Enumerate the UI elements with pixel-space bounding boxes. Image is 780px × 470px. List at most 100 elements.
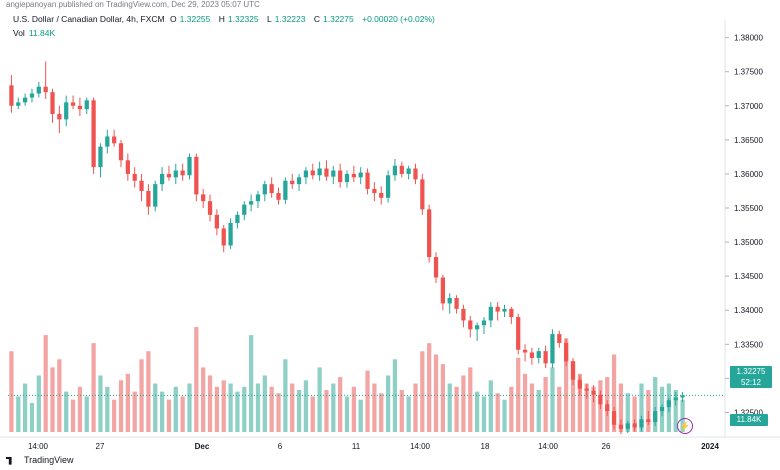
volume-bar	[43, 335, 48, 432]
x-tick-label: 26	[602, 442, 611, 451]
volume-bar	[420, 351, 425, 432]
candle-body	[166, 173, 172, 178]
candle-body	[105, 136, 110, 147]
candle-body	[9, 85, 14, 106]
candle-body	[84, 100, 89, 110]
volume-bar	[276, 393, 281, 432]
candle-body	[310, 170, 315, 176]
tradingview-logo-icon	[6, 456, 12, 465]
volume-bar	[536, 390, 541, 432]
x-tick-label: 14:00	[538, 442, 559, 451]
volume-bar	[98, 375, 103, 432]
volume-bar	[365, 370, 370, 432]
candle-body	[557, 334, 562, 343]
ohlc-open: O 1.32255	[170, 14, 211, 24]
volume-bar	[557, 386, 562, 432]
volume-bar	[36, 375, 41, 432]
y-tick-label: 1.35500	[734, 204, 763, 213]
y-tick-label: 1.36000	[734, 170, 763, 179]
volume-bar	[495, 393, 500, 432]
candle-body	[653, 411, 658, 423]
x-tick-label: 18	[481, 442, 490, 451]
candle-body	[516, 317, 521, 350]
volume-bar	[242, 386, 247, 432]
candle-body	[433, 257, 439, 278]
volume-bar	[235, 391, 240, 432]
volume-bar	[303, 380, 309, 432]
candle-body	[639, 419, 644, 428]
candle-body	[584, 388, 589, 391]
volume-bar	[221, 380, 226, 432]
volume-badge: 11.84K	[730, 414, 768, 426]
y-tick-label: 1.37500	[734, 68, 763, 77]
candle-body	[474, 325, 480, 330]
candle-body	[379, 193, 384, 198]
volume-bar	[70, 399, 76, 432]
candle-body	[502, 308, 507, 312]
candle-body	[440, 277, 446, 304]
candle-body	[413, 168, 418, 180]
candle-body	[303, 170, 309, 178]
ohlc-change: +0.00020 (+0.02%)	[362, 14, 435, 24]
candle-body	[77, 105, 83, 110]
volume-bar	[91, 343, 96, 432]
volume-bar	[146, 351, 151, 432]
volume-bar	[399, 390, 404, 432]
candle-body	[283, 180, 288, 200]
volume-bar	[611, 354, 617, 432]
candle-body	[221, 228, 226, 246]
y-tick-label: 1.34000	[734, 306, 763, 315]
ohlc-low: L 1.32223	[267, 14, 306, 24]
volume-bar	[379, 393, 384, 432]
lightning-icon[interactable]: ⚡	[677, 418, 693, 434]
candle-body	[201, 194, 206, 202]
volume-bar	[166, 399, 172, 432]
volume-label: Vol	[13, 28, 25, 38]
candle-body	[536, 351, 541, 358]
volume-bar	[618, 383, 624, 432]
candle-body	[365, 172, 370, 189]
volume-bar	[77, 386, 83, 432]
candle-body	[276, 193, 281, 200]
candle-body	[673, 397, 678, 401]
candle-body	[255, 194, 261, 202]
volume-bar	[201, 367, 206, 432]
candle-body	[618, 424, 624, 429]
candle-body	[70, 102, 76, 106]
candle-body	[57, 113, 62, 120]
volume-bar	[454, 386, 459, 432]
volume-bar	[577, 373, 582, 432]
candle-body	[522, 349, 528, 353]
bar-countdown: 52:12	[740, 378, 762, 387]
volume-bar	[680, 399, 685, 432]
candle-body	[317, 168, 322, 176]
candle-body	[598, 394, 603, 405]
candle-body	[488, 306, 493, 321]
last-price-badge: 1.32275 52:12	[730, 366, 772, 388]
symbol-title[interactable]: U.S. Dollar / Canadian Dollar, 4h, FXCM	[13, 14, 165, 24]
candle-body	[139, 180, 144, 191]
candle-body	[392, 165, 398, 176]
volume-bar	[516, 357, 521, 432]
candle-body	[296, 177, 302, 185]
volume-bar	[214, 386, 220, 432]
candle-body	[529, 352, 535, 358]
y-tick-label: 1.36500	[734, 136, 763, 145]
y-tick-label: 1.33500	[734, 340, 763, 349]
volume-bar	[570, 360, 576, 432]
volume-bar	[50, 367, 55, 432]
candle-body	[228, 223, 233, 246]
volume-bar	[481, 396, 487, 432]
y-tick-label: 1.38000	[734, 34, 763, 43]
volume-bar	[324, 390, 329, 432]
candle-body	[591, 390, 596, 395]
candle-body	[324, 168, 329, 177]
volume-bar	[194, 327, 199, 432]
candle-body	[194, 156, 199, 195]
candle-body	[399, 165, 404, 174]
volume-bar	[440, 364, 446, 432]
y-tick-label: 1.35000	[734, 238, 763, 247]
candle-body	[248, 201, 254, 205]
volume-bar	[159, 391, 165, 432]
